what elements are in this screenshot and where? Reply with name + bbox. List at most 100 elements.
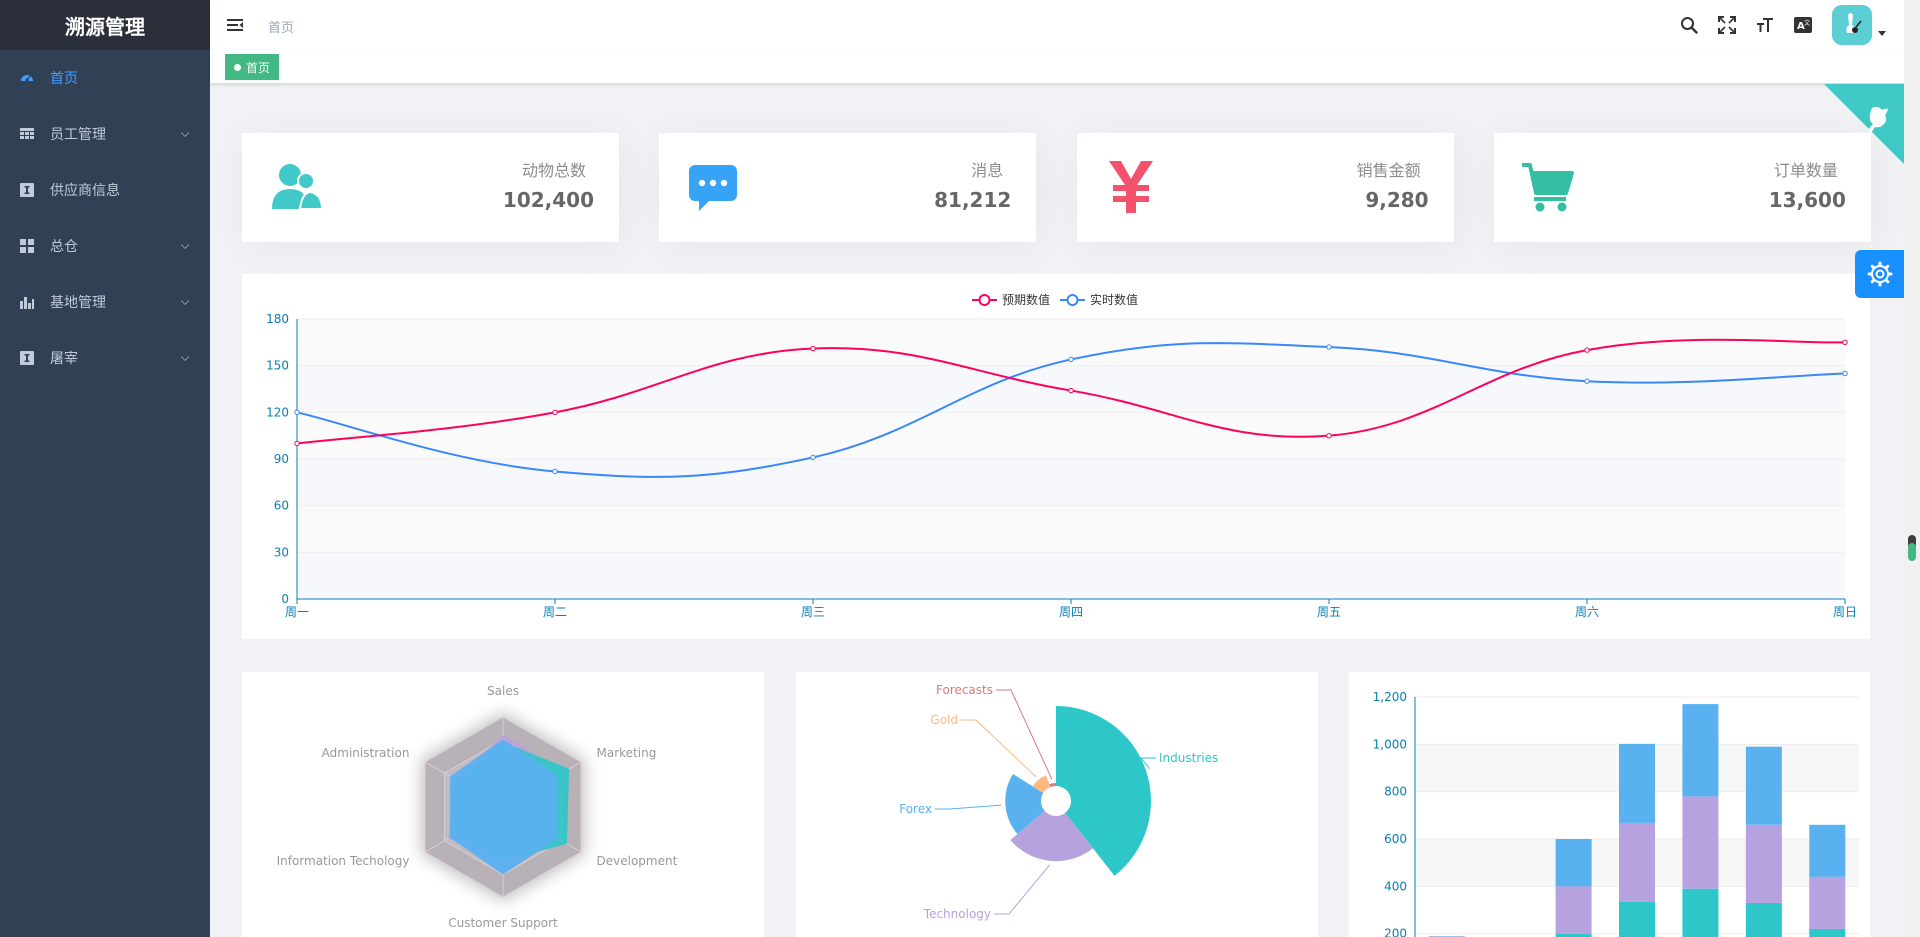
x-tick-label: 周日: [1833, 605, 1857, 619]
breadcrumb[interactable]: 首页: [268, 21, 295, 36]
radar-indicator-label: Sales: [487, 684, 519, 698]
radar-indicator-label: Information Techology: [277, 854, 410, 868]
pie-label: Forecasts: [936, 683, 993, 697]
bar-sun-s1[interactable]: [1809, 876, 1846, 929]
bar-sat-s1[interactable]: [1745, 824, 1782, 903]
sidebar-item-label: 屠宰: [50, 351, 78, 367]
card-value: 102,400: [502, 188, 594, 212]
svg-text:文: 文: [1804, 19, 1810, 27]
pie-slice-industries[interactable]: [1056, 706, 1151, 876]
active-dot-icon: [234, 63, 241, 71]
pie-label: Industries: [1159, 751, 1218, 765]
settings-gear-icon[interactable]: [1855, 250, 1904, 298]
sidebar-menu: 首页员工管理供应商信息 总仓基地管理屠宰: [0, 50, 210, 386]
y-tick-label: 150: [266, 359, 289, 373]
series-point: [1068, 356, 1074, 363]
series-point: [810, 345, 816, 352]
sidebar-item-label: 员工管理: [50, 127, 106, 143]
grid-icon: [20, 239, 34, 253]
navbar: 首页 A 文: [210, 0, 1904, 50]
pie-label: Forex: [899, 802, 932, 816]
panel-card-1[interactable]: 消息 81,212: [659, 133, 1037, 242]
legend-item-1[interactable]: 实时数值: [1060, 292, 1138, 307]
legend-marker: [978, 294, 991, 306]
legend-label: 预期数值: [1002, 292, 1050, 307]
radar-indicator-label: Marketing: [597, 746, 657, 760]
series-point: [552, 468, 558, 475]
sidebar-item-3[interactable]: 总仓: [0, 218, 210, 274]
translate-icon[interactable]: A 文: [1784, 0, 1822, 50]
chevron-down-icon: [180, 296, 190, 306]
panel-card-3[interactable]: 订单数量 13,600: [1493, 133, 1871, 242]
sidebar-item-1[interactable]: 员工管理: [0, 106, 210, 162]
info-icon: [20, 183, 34, 197]
user-avatar[interactable]: [1832, 5, 1872, 45]
card-value: 9,280: [1365, 188, 1429, 212]
pie-slice-technology[interactable]: [1010, 810, 1094, 862]
radar-indicator-label: Development: [597, 854, 678, 868]
legend-item-0[interactable]: 预期数值: [972, 292, 1050, 307]
scrollbar-thumb-accent: [1908, 543, 1916, 561]
pie-label-line: [996, 689, 1053, 780]
dashboard-icon: [20, 71, 34, 85]
fullscreen-icon[interactable]: [1708, 0, 1746, 50]
hamburger-icon[interactable]: [226, 16, 244, 34]
sidebar-item-2[interactable]: 供应商信息: [0, 162, 210, 218]
y-tick-label: 60: [274, 499, 289, 513]
x-tick-label: 周五: [1317, 605, 1341, 619]
radar-indicator-label: Administration: [322, 746, 410, 760]
font-size-icon[interactable]: [1746, 0, 1784, 50]
series-point: [1842, 370, 1848, 377]
bar-sun-s0[interactable]: [1809, 928, 1846, 937]
bar-thu-s1[interactable]: [1619, 822, 1655, 902]
pie-label-line: [961, 719, 1037, 778]
shopping-icon: [1520, 159, 1576, 215]
sidebar-item-label: 首页: [50, 71, 78, 87]
sidebar-item-5[interactable]: 屠宰: [0, 330, 210, 386]
panel-card-0[interactable]: 动物总数 102,400: [242, 133, 619, 242]
y-tick-label: 1,200: [1373, 690, 1407, 704]
y-tick-label: 200: [1384, 927, 1407, 937]
info-icon: [20, 351, 34, 365]
bar-sat-s2[interactable]: [1745, 746, 1782, 825]
bar-thu-s2[interactable]: [1619, 743, 1655, 823]
card-value: 81,212: [934, 188, 1012, 212]
page-scrollbar[interactable]: [1904, 0, 1920, 937]
tag-home[interactable]: 首页: [225, 54, 280, 80]
x-tick-label: 周三: [801, 605, 825, 619]
sidebar-item-4[interactable]: 基地管理: [0, 274, 210, 330]
bar-sat-s0[interactable]: [1745, 902, 1782, 937]
pie-label-line: [994, 864, 1051, 915]
x-tick-label: 周一: [285, 605, 309, 619]
card-title: 动物总数: [521, 161, 586, 180]
pie-slice-forex[interactable]: [1005, 773, 1045, 835]
sidebar-item-label: 基地管理: [50, 295, 106, 311]
series-point: [1584, 347, 1590, 353]
radar-area-2: [449, 739, 558, 875]
bar-chart-panel: 200 400 600 800 1,000 1,200: [1349, 672, 1870, 937]
bar-thu-s0[interactable]: [1619, 901, 1655, 937]
tags-view: 首页: [210, 50, 1904, 84]
navbar-right-menu: A 文: [1670, 0, 1904, 50]
bar-fri-s2[interactable]: [1682, 704, 1719, 797]
caret-down-icon[interactable]: [1878, 30, 1886, 36]
bar-wed-s2[interactable]: [1555, 839, 1592, 887]
pie-slice-gold[interactable]: [1032, 775, 1051, 794]
panel-card-2[interactable]: 销售金额 9,280: [1076, 133, 1454, 242]
money-icon: [1103, 159, 1159, 215]
bar-fri-s0[interactable]: [1682, 888, 1719, 937]
bar-fri-s1[interactable]: [1682, 796, 1719, 889]
pie-slice-forecasts[interactable]: [1049, 783, 1056, 788]
bar-wed-s0[interactable]: [1555, 933, 1592, 937]
bar-sun-s2[interactable]: [1809, 824, 1846, 877]
github-corner-icon[interactable]: [1824, 84, 1904, 164]
grid-band: [297, 552, 1845, 599]
series-point: [1842, 339, 1848, 346]
series-point: [1326, 344, 1332, 350]
legend-marker: [1066, 294, 1079, 306]
radar-indicator-label: Customer Support: [448, 916, 558, 930]
sidebar-item-0[interactable]: 首页: [0, 50, 210, 106]
chevron-down-icon: [180, 352, 190, 362]
search-icon[interactable]: [1670, 0, 1708, 50]
bar-wed-s1[interactable]: [1555, 886, 1592, 934]
